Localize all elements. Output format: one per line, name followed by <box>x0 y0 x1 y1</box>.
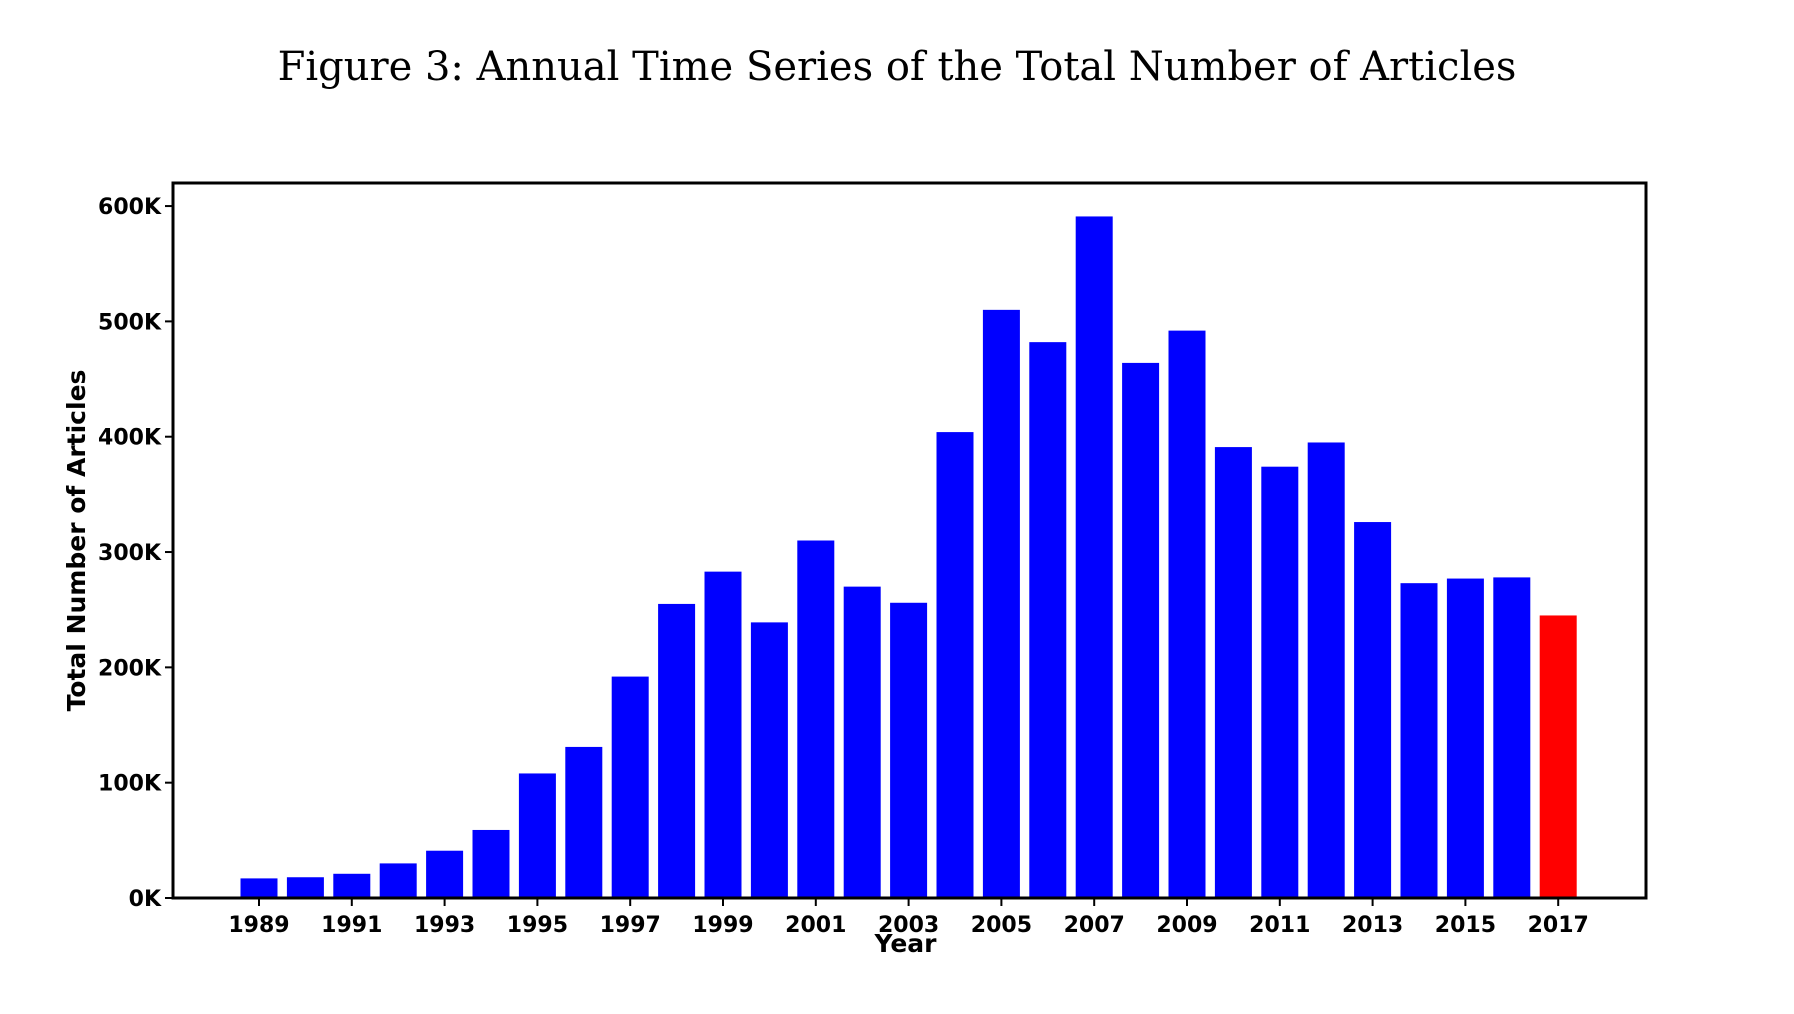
x-tick-label: 1995 <box>507 913 568 938</box>
bar-1993 <box>426 850 464 898</box>
x-tick-label: 1993 <box>414 913 475 938</box>
bar-1998 <box>658 603 696 898</box>
bar-2009 <box>1168 330 1206 898</box>
y-tick-label: 300K <box>98 541 162 566</box>
y-axis: 0K 100K 200K 300K 400K 500K 600K <box>98 195 173 912</box>
bar-2016 <box>1493 577 1531 898</box>
bar-1995 <box>518 773 556 898</box>
x-axis-label: Year <box>874 929 938 958</box>
bar-1991 <box>333 873 371 898</box>
bar-1996 <box>565 746 603 898</box>
bar-1992 <box>379 863 417 898</box>
x-tick-label: 1989 <box>228 913 289 938</box>
x-tick-label: 2003 <box>878 913 939 938</box>
x-tick-label: 2011 <box>1249 913 1310 938</box>
bar-1989 <box>240 878 278 898</box>
bar-2006 <box>1029 342 1067 899</box>
bar-2012 <box>1307 442 1345 898</box>
bar-2014 <box>1400 583 1438 898</box>
bar-2010 <box>1214 447 1252 898</box>
bar-1997 <box>611 676 649 898</box>
bar-2003 <box>890 602 928 898</box>
bar-2000 <box>750 622 788 898</box>
bar-2005 <box>982 309 1020 898</box>
bar-2002 <box>843 586 881 898</box>
bar-1994 <box>472 829 510 898</box>
x-tick-label: 2013 <box>1342 913 1403 938</box>
bars-group <box>240 216 1577 899</box>
y-tick-label: 200K <box>98 656 162 681</box>
x-tick-label: 2009 <box>1156 913 1217 938</box>
y-tick-label: 0K <box>129 887 162 912</box>
bar-2001 <box>797 540 835 898</box>
x-tick-label: 1997 <box>600 913 661 938</box>
bar-1999 <box>704 571 742 898</box>
x-tick-label: 2017 <box>1528 913 1589 938</box>
y-tick-label: 400K <box>98 426 162 451</box>
x-tick-label: 2015 <box>1435 913 1496 938</box>
y-axis-label: Total Number of Articles <box>62 370 91 712</box>
x-tick-label: 2005 <box>971 913 1032 938</box>
bar-2015 <box>1446 578 1484 898</box>
x-axis: 1989 1991 1993 1995 1997 1999 2001 2003 2005 2007… <box>228 898 1589 938</box>
x-tick-label: 2001 <box>785 913 846 938</box>
x-tick-label: 2007 <box>1064 913 1125 938</box>
bar-2008 <box>1122 362 1160 899</box>
x-tick-label: 1991 <box>321 913 382 938</box>
figure-title: Figure 3: Annual Time Series of the Tota… <box>277 44 1517 90</box>
y-tick-label: 100K <box>98 772 162 797</box>
bar-2004 <box>936 432 974 898</box>
bar-2013 <box>1354 522 1392 898</box>
bar-2017 <box>1539 615 1577 898</box>
y-tick-label: 500K <box>98 310 162 335</box>
y-tick-label: 600K <box>98 195 162 220</box>
bar-2007 <box>1075 216 1113 898</box>
x-tick-label: 1999 <box>692 913 753 938</box>
bar-1990 <box>286 877 324 898</box>
bar-2011 <box>1261 466 1299 898</box>
